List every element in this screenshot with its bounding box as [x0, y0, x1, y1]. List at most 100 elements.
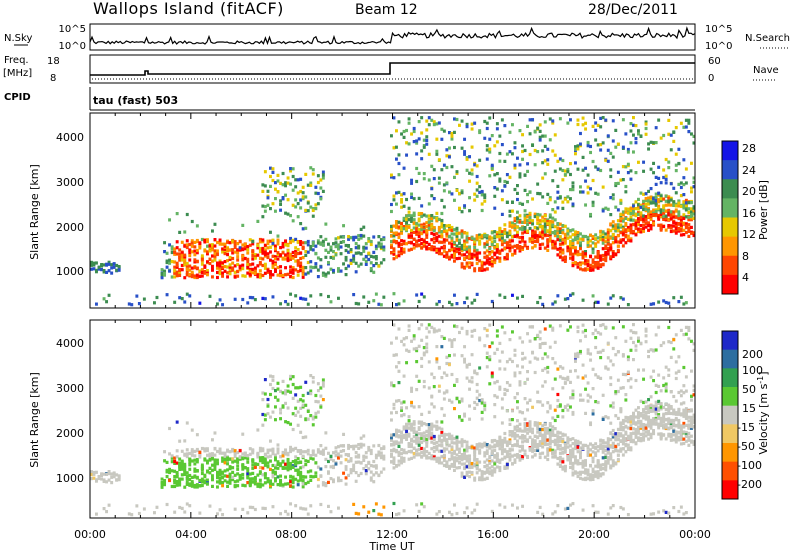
power-echo-cell — [261, 190, 264, 193]
power-echo-cell — [516, 198, 519, 201]
power-echo-cell — [327, 251, 330, 254]
power-echo-cell — [198, 270, 201, 273]
power-echo-cell — [476, 256, 479, 259]
power-cbar-tick-24: 24 — [742, 164, 756, 177]
power-echo-cell — [405, 218, 408, 221]
power-echo-cell — [657, 207, 660, 210]
velocity-echo-cell — [216, 462, 219, 465]
velocity-echo-cell — [186, 448, 189, 451]
power-echo-cell — [201, 258, 204, 261]
power-echo-cell — [428, 247, 431, 250]
power-echo-cell — [267, 240, 270, 243]
velocity-echo-cell — [501, 452, 504, 455]
power-echo-cell — [403, 217, 406, 220]
power-echo-cell — [637, 203, 640, 206]
power-echo-cell — [443, 205, 446, 208]
power-echo-cell — [536, 213, 539, 216]
power-echo-cell — [458, 239, 461, 242]
velocity-echo-cell — [498, 436, 501, 439]
power-echo-cell — [186, 246, 189, 249]
power-echo-cell — [398, 221, 401, 224]
power-echo-cell — [463, 138, 466, 141]
power-echo-cell — [665, 215, 668, 218]
velocity-echo-cell — [312, 423, 315, 426]
power-echo-cell — [261, 205, 264, 208]
velocity-echo-cell — [324, 458, 327, 461]
velocity-echo-cell — [390, 418, 393, 421]
velocity-echo-cell — [340, 450, 343, 453]
velocity-echo-cell — [272, 464, 275, 467]
velocity-echo-cell — [453, 503, 456, 506]
power-echo-cell — [491, 250, 494, 253]
power-echo-cell — [425, 241, 428, 244]
power-echo-cell — [627, 150, 630, 153]
power-echo-cell — [173, 301, 176, 304]
velocity-echo-cell — [420, 323, 423, 326]
power-echo-cell — [544, 145, 547, 148]
power-echo-cell — [461, 120, 464, 123]
velocity-echo-cell — [267, 461, 270, 464]
power-echo-cell — [435, 122, 438, 125]
velocity-echo-cell — [403, 375, 406, 378]
velocity-echo-cell — [473, 449, 476, 452]
velocity-echo-cell — [463, 449, 466, 452]
power-echo-cell — [224, 252, 227, 255]
power-echo-cell — [587, 264, 590, 267]
power-echo-cell — [488, 235, 491, 238]
velocity-echo-cell — [241, 452, 244, 455]
power-echo-cell — [292, 272, 295, 275]
velocity-echo-cell — [463, 345, 466, 348]
velocity-echo-cell — [463, 452, 466, 455]
power-echo-cell — [597, 240, 600, 243]
power-echo-cell — [234, 276, 237, 279]
velocity-echo-cell — [219, 482, 222, 485]
power-echo-cell — [224, 243, 227, 246]
power-echo-cell — [675, 153, 678, 156]
power-echo-cell — [493, 261, 496, 264]
velocity-echo-cell — [481, 474, 484, 477]
power-echo-cell — [624, 235, 627, 238]
power-echo-cell — [622, 244, 625, 247]
velocity-echo-cell — [236, 480, 239, 483]
velocity-echo-cell — [287, 513, 290, 516]
velocity-echo-cell — [506, 360, 509, 363]
velocity-echo-cell — [317, 485, 320, 488]
power-echo-cell — [355, 252, 358, 255]
velocity-echo-cell — [466, 471, 469, 474]
power-echo-cell — [514, 245, 517, 248]
velocity-echo-cell — [486, 334, 489, 337]
power-echo-cell — [279, 270, 282, 273]
power-echo-cell — [302, 191, 305, 194]
velocity-echo-cell — [481, 444, 484, 447]
velocity-echo-cell — [486, 365, 489, 368]
power-echo-cell — [267, 196, 270, 199]
power-echo-cell — [624, 211, 627, 214]
velocity-echo-cell — [443, 455, 446, 458]
power-echo-cell — [672, 221, 675, 224]
power-echo-cell — [435, 239, 438, 242]
velocity-echo-cell — [284, 420, 287, 423]
power-echo-cell — [352, 257, 355, 260]
velocity-echo-cell — [211, 457, 214, 460]
velocity-echo-cell — [405, 336, 408, 339]
power-echo-cell — [456, 244, 459, 247]
power-echo-cell — [478, 159, 481, 162]
velocity-echo-cell — [214, 447, 217, 450]
power-echo-cell — [451, 303, 454, 306]
power-echo-cell — [687, 230, 690, 233]
velocity-echo-cell — [108, 479, 111, 482]
power-echo-cell — [438, 252, 441, 255]
power-echo-cell — [241, 224, 244, 227]
velocity-echo-cell — [261, 507, 264, 510]
velocity-echo-cell — [410, 428, 413, 431]
power-echo-cell — [554, 231, 557, 234]
power-echo-cell — [448, 301, 451, 304]
velocity-echo-cell — [476, 503, 479, 506]
power-echo-cell — [584, 252, 587, 255]
power-echo-cell — [362, 250, 365, 253]
velocity-echo-cell — [395, 513, 398, 516]
velocity-echo-cell — [279, 411, 282, 414]
velocity-echo-cell — [292, 448, 295, 451]
velocity-echo-cell — [435, 357, 438, 360]
power-echo-cell — [687, 119, 690, 122]
